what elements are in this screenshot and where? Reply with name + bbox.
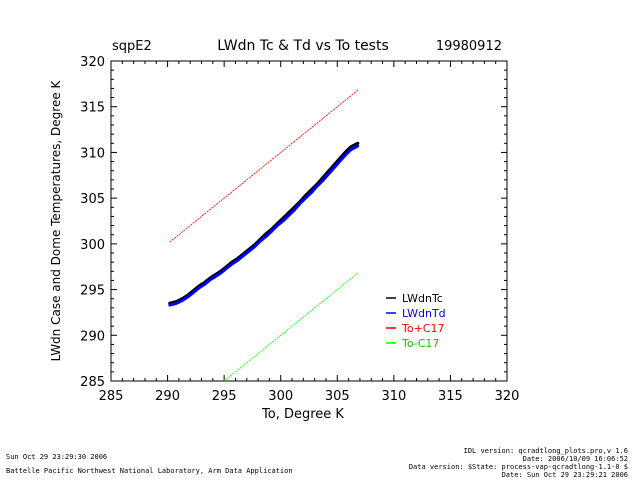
- plot-area: [168, 89, 360, 381]
- series-line-to-c17: [223, 272, 359, 381]
- legend: LWdnTc LWdnTd To+C17 To-C17: [386, 292, 446, 350]
- idl-date: Date: 2006/10/09 16:06:52: [522, 455, 628, 463]
- x-tick-label: 290: [155, 389, 180, 404]
- legend-label-plus: To+C17: [401, 322, 444, 335]
- plot-frame: [110, 60, 508, 382]
- x-tick-label: 285: [99, 389, 124, 404]
- series-line-lwdntd: [168, 144, 360, 307]
- run-time: Sun Oct 29 23:29:30 2006: [6, 453, 108, 461]
- y-tick-label: 285: [80, 375, 105, 390]
- y-tick-label: 320: [80, 55, 105, 70]
- y-tick-label: 305: [80, 192, 105, 207]
- legend-label-minus: To-C17: [401, 337, 439, 350]
- data-version: Data version: $State: process-vap-qcradt…: [408, 463, 628, 471]
- x-axis: 285 290 295 300 305 310 315 320: [99, 61, 520, 404]
- institution: Battelle Pacific Northwest National Labo…: [6, 467, 293, 475]
- legend-label-td: LWdnTd: [402, 307, 446, 320]
- series-line-to-c17: [169, 89, 359, 243]
- y-tick-label: 310: [80, 146, 105, 161]
- site-label: sqpE2: [112, 39, 152, 54]
- y-tick-label: 300: [80, 238, 105, 253]
- x-tick-label: 320: [495, 389, 520, 404]
- x-tick-label: 310: [381, 389, 406, 404]
- data-date: Date: Sun Oct 29 23:29:21 2006: [501, 471, 628, 479]
- x-tick-label: 300: [268, 389, 293, 404]
- y-axis: 285 290 295 300 305 310 315 320: [80, 55, 507, 390]
- x-tick-label: 295: [212, 389, 237, 404]
- x-tick-label: 305: [325, 389, 350, 404]
- idl-version: IDL version: qcradtlong_plots.pro,v 1.6: [463, 447, 628, 455]
- y-tick-label: 295: [80, 284, 105, 299]
- y-tick-label: 315: [80, 101, 105, 116]
- x-tick-label: 315: [438, 389, 463, 404]
- legend-label-tc: LWdnTc: [402, 292, 443, 305]
- y-tick-label: 290: [80, 329, 105, 344]
- chart-title: LWdn Tc & Td vs To tests: [217, 38, 389, 54]
- y-axis-label: LWdn Case and Dome Temperatures, Degree …: [49, 79, 63, 361]
- series-line-lwdntc: [168, 141, 360, 305]
- x-axis-label: To, Degree K: [261, 407, 344, 422]
- date-label: 19980912: [436, 39, 502, 54]
